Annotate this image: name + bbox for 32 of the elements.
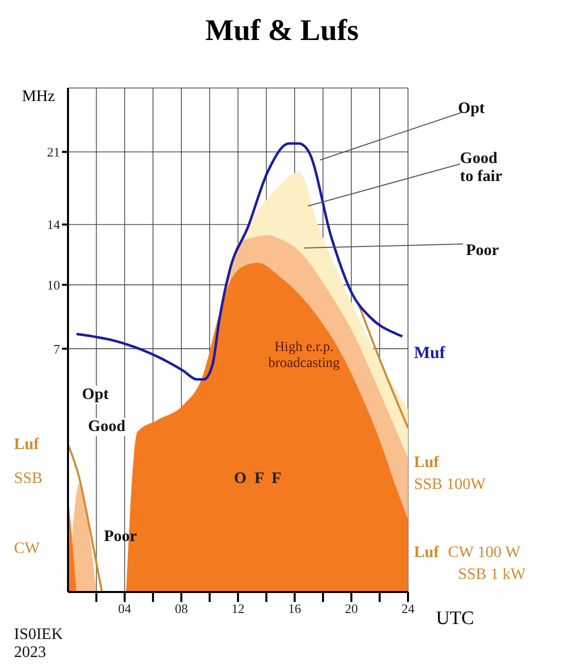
text: Luf	[14, 436, 40, 454]
x-tick-label: 08	[174, 601, 188, 616]
x-tick-label: 20	[344, 601, 358, 616]
text: Luf	[414, 544, 439, 561]
text: SSB	[14, 470, 44, 488]
text: SSB 100W	[414, 476, 487, 494]
text: IS0IEK 2023	[14, 626, 64, 663]
y-axis-title: MHz	[22, 88, 55, 106]
line-series	[75, 142, 404, 381]
text: SSB 1 kW	[458, 566, 527, 584]
text: Poor	[466, 242, 500, 260]
text: CW	[14, 540, 41, 558]
annotation: Good	[86, 418, 128, 436]
x-tick-label: 24	[402, 601, 415, 616]
x-tick-label: 16	[288, 601, 302, 616]
x-axis-title: UTC	[436, 608, 474, 630]
y-tick-label: 10	[47, 277, 60, 292]
series-label: Muf	[414, 343, 446, 363]
annotation: O F F	[234, 470, 284, 488]
annotation: High e.r.p. broadcasting	[267, 340, 341, 372]
x-tick-label: 04	[118, 601, 132, 616]
y-tick-label: 14	[47, 217, 60, 232]
annotation: Opt	[80, 386, 111, 404]
chart-title: Muf & Lufs	[204, 14, 360, 48]
x-tick-label: 12	[232, 601, 244, 616]
line-series	[68, 444, 103, 592]
text: Opt	[458, 100, 486, 118]
text: Luf	[414, 454, 440, 472]
text: CW 100 W	[448, 544, 522, 562]
y-tick-label: 21	[47, 144, 60, 160]
y-tick-label: 7	[54, 341, 60, 356]
text: Good to fair	[460, 150, 504, 187]
